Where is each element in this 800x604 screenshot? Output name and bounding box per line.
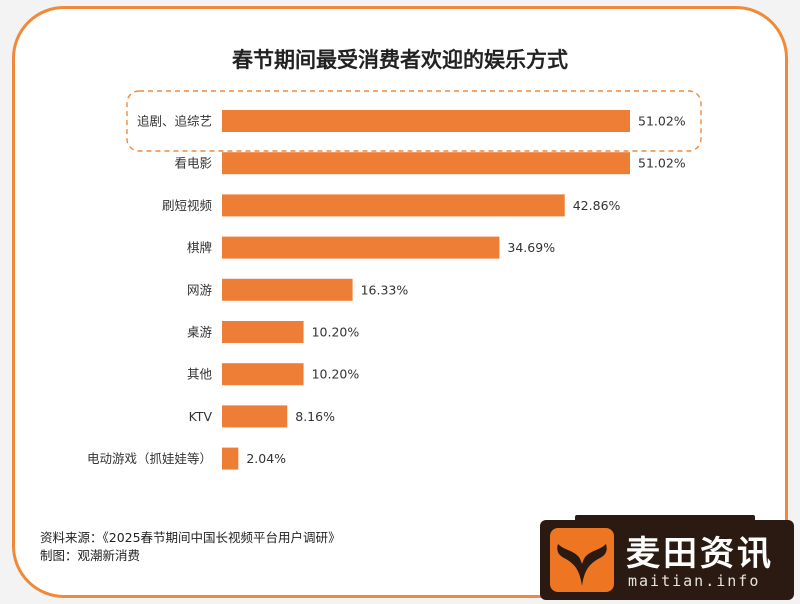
chart-card	[12, 6, 788, 598]
site-url: maitian.info	[628, 572, 761, 590]
value-label: 10.20%	[312, 367, 360, 382]
bar	[222, 110, 630, 132]
value-label: 42.86%	[573, 198, 621, 213]
category-label: 追剧、追综艺	[137, 114, 212, 129]
bar	[222, 278, 353, 301]
value-label: 8.16%	[295, 409, 335, 424]
maker-note: 制图：观潮新消费	[40, 548, 141, 563]
bar	[222, 447, 239, 470]
category-label: KTV	[189, 409, 213, 424]
site-logo: 麦田资讯 maitian.info	[540, 520, 794, 600]
value-label: 51.02%	[638, 114, 686, 129]
bar	[222, 363, 304, 386]
source-note: 资料来源：《2025春节期间中国长视频平台用户调研》	[40, 530, 341, 545]
category-label: 桌游	[187, 325, 213, 340]
category-label: 其他	[187, 367, 213, 382]
category-label: 电动游戏（抓娃娃等）	[87, 451, 212, 466]
category-label: 看电影	[174, 156, 212, 171]
bar	[222, 152, 630, 175]
value-label: 34.69%	[507, 240, 555, 255]
category-label: 棋牌	[187, 240, 212, 255]
watermark-band	[575, 515, 755, 523]
site-name: 麦田资讯	[626, 534, 774, 574]
bar	[222, 236, 500, 259]
value-label: 2.04%	[246, 451, 286, 466]
whale-tail-icon	[550, 528, 614, 592]
bar	[222, 321, 304, 343]
bar	[222, 405, 288, 428]
category-label: 刷短视频	[162, 198, 213, 213]
value-label: 16.33%	[361, 282, 409, 297]
value-label: 51.02%	[638, 156, 686, 171]
bar	[222, 194, 565, 217]
category-label: 网游	[187, 282, 213, 297]
value-label: 10.20%	[312, 325, 360, 340]
chart-title: 春节期间最受消费者欢迎的娱乐方式	[232, 48, 568, 72]
highlight-box	[126, 90, 702, 152]
